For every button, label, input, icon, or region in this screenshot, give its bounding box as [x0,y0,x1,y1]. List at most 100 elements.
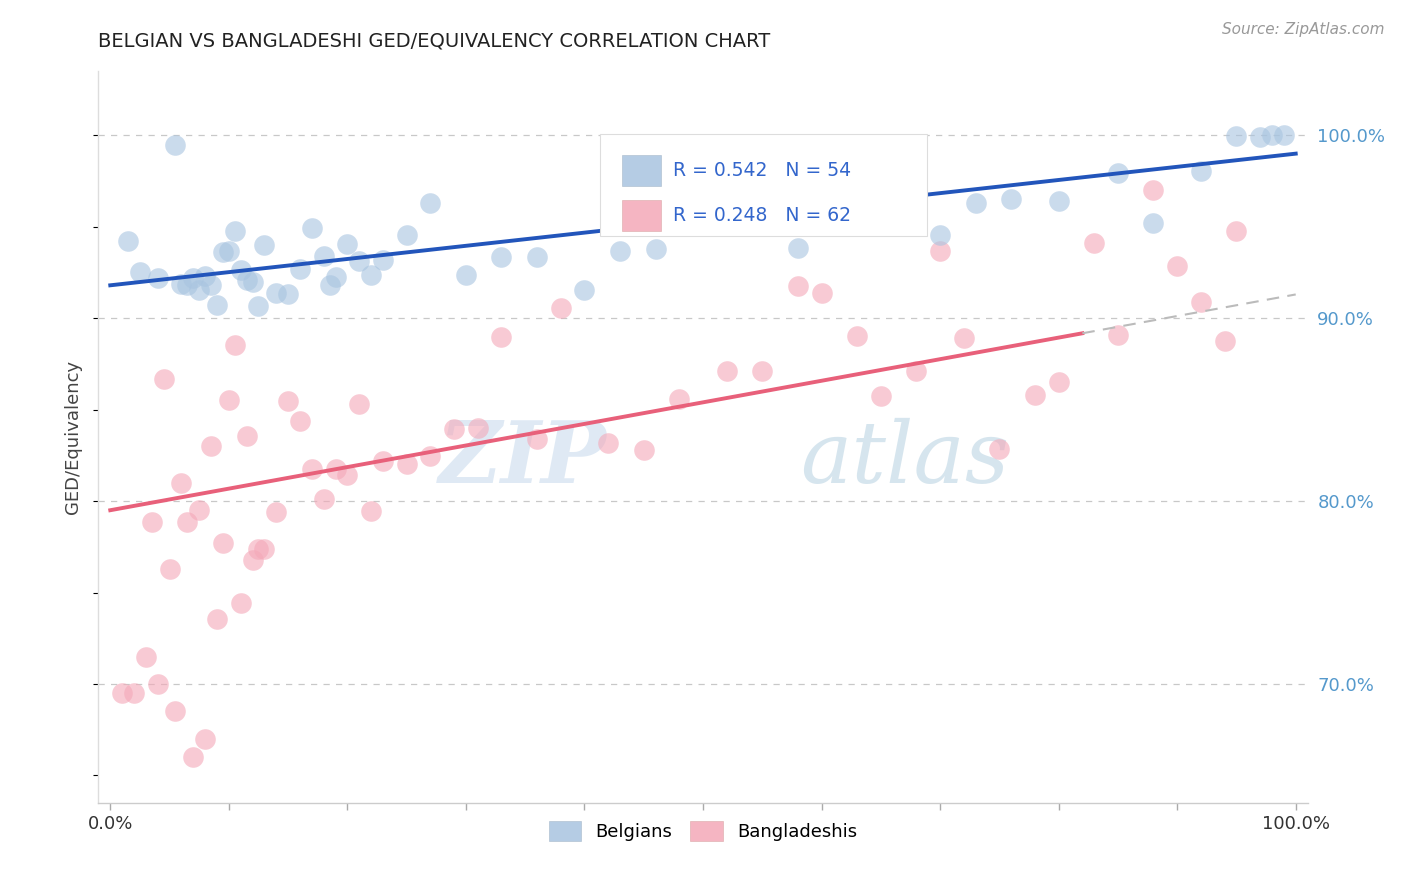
Point [419,195,441,210]
Point [176,278,198,293]
Point [336,468,359,483]
Point [347,254,370,268]
Point [301,220,323,235]
Point [336,237,359,252]
Point [235,429,257,443]
Point [1272,128,1295,143]
Point [1189,295,1212,310]
Point [751,364,773,378]
Point [526,250,548,264]
Point [200,278,222,293]
Point [194,268,217,283]
Text: ZIP: ZIP [439,417,606,500]
Point [810,286,832,301]
Point [965,196,987,211]
Point [1142,183,1164,197]
Point [218,244,240,259]
Point [235,273,257,287]
Point [152,372,174,386]
Point [371,253,394,268]
Point [395,227,418,242]
Point [325,270,347,285]
Point [224,338,246,352]
Text: R = 0.542   N = 54: R = 0.542 N = 54 [673,161,851,180]
Point [253,542,276,557]
Point [111,686,134,700]
Point [188,283,211,297]
Point [247,542,270,557]
Point [165,137,187,152]
Point [644,242,666,256]
FancyBboxPatch shape [621,200,661,230]
Point [312,492,335,507]
Point [526,432,548,446]
Point [1107,166,1129,180]
Point [176,515,198,529]
Point [1024,388,1046,402]
Point [550,301,572,316]
Point [301,462,323,476]
Point [159,562,181,576]
Point [609,244,631,258]
Point [242,276,264,290]
Point [1083,235,1105,250]
Point [443,421,465,435]
Point [325,462,347,476]
Point [229,262,252,277]
Point [1225,223,1247,237]
Point [869,201,891,215]
Point [146,677,169,691]
Point [1249,130,1271,145]
Point [1166,259,1188,273]
Point [1047,194,1070,208]
Point [242,552,264,566]
Point [264,286,287,301]
Point [288,262,311,277]
Point [633,442,655,457]
Point [146,270,169,285]
Point [574,283,596,297]
Point [929,227,952,242]
Point [598,436,620,450]
Point [141,515,163,529]
Point [454,268,477,283]
Point [952,331,974,345]
Point [188,502,211,516]
Point [360,268,382,282]
Point [200,438,222,452]
Point [253,237,276,252]
Legend: Belgians, Bangladeshis: Belgians, Bangladeshis [541,814,865,848]
Y-axis label: GED/Equivalency: GED/Equivalency [65,360,83,514]
Point [869,389,891,403]
Point [786,241,808,255]
Point [205,612,228,626]
Point [122,686,145,700]
Point [212,536,235,550]
Point [218,393,240,408]
FancyBboxPatch shape [621,155,661,186]
Point [668,392,690,406]
Point [371,454,394,468]
Point [1261,128,1284,143]
Point [165,704,187,718]
Point [905,364,928,378]
Point [181,271,204,285]
Point [117,234,139,248]
Point [988,442,1011,456]
Point [170,475,193,490]
Text: Source: ZipAtlas.com: Source: ZipAtlas.com [1222,22,1385,37]
Point [834,181,856,195]
Point [288,414,311,428]
Point [135,649,157,664]
Point [170,277,193,291]
Point [129,265,152,279]
Point [786,278,808,293]
Point [1107,328,1129,343]
Point [395,457,418,471]
Point [1047,375,1070,389]
Point [360,504,382,518]
Text: R = 0.248   N = 62: R = 0.248 N = 62 [673,206,851,225]
Point [692,186,714,200]
Point [846,329,869,343]
FancyBboxPatch shape [600,134,927,235]
